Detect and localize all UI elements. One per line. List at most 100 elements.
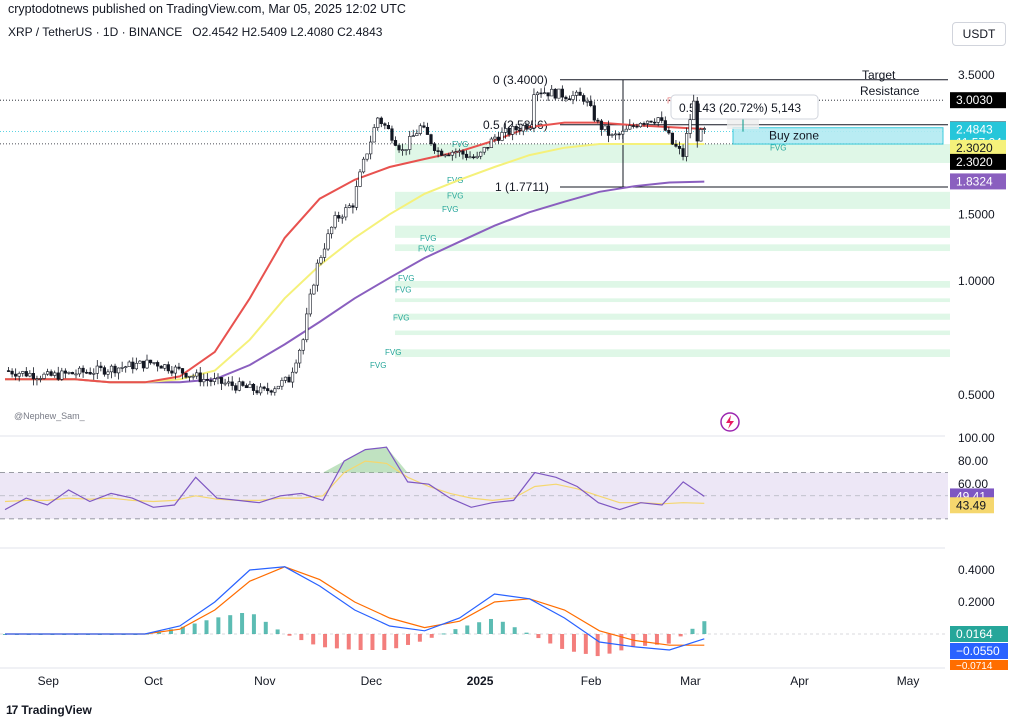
- candle: [31, 373, 35, 380]
- price-tag-label: 1.8324: [956, 174, 993, 188]
- candle: [514, 126, 518, 131]
- candle: [468, 156, 472, 159]
- candle: [425, 126, 430, 135]
- candle: [63, 370, 67, 374]
- macd-histogram-bar: [240, 613, 245, 634]
- footer-brand[interactable]: 17 TradingView: [6, 703, 92, 717]
- macd-histogram-bar: [619, 634, 624, 651]
- candle: [376, 117, 380, 128]
- candle: [120, 367, 124, 369]
- candle: [574, 91, 579, 96]
- candle: [656, 117, 660, 123]
- candle: [461, 150, 465, 155]
- candle: [241, 381, 245, 386]
- lightning-icon-bolt: [726, 415, 734, 429]
- macd-histogram-bar: [334, 634, 339, 649]
- price-tag-label: 2.4843: [956, 122, 993, 136]
- tradingview-logo-icon: 17: [6, 703, 18, 717]
- candle: [589, 100, 593, 106]
- rsi-signal-tag: [950, 497, 994, 514]
- macd-histogram-bar: [251, 614, 256, 634]
- fvg-label: FVG: [395, 285, 411, 294]
- rsi-y-tick-label: 60.00: [958, 477, 988, 491]
- candle: [287, 376, 291, 383]
- candle: [606, 125, 611, 136]
- candle: [202, 379, 206, 383]
- candle: [372, 127, 376, 143]
- measure-tooltip: [670, 94, 819, 120]
- candle: [184, 372, 188, 378]
- macd-hist-tag: [950, 626, 1008, 642]
- candle: [613, 133, 618, 136]
- candle: [511, 126, 515, 135]
- candle: [617, 133, 621, 136]
- candle: [134, 362, 138, 370]
- price-tag-label: 3.0030: [956, 93, 993, 107]
- candle: [457, 150, 462, 153]
- candle: [21, 371, 25, 374]
- y-tick-label: 1.5000: [958, 207, 995, 221]
- price-tag: [950, 153, 1006, 170]
- candle: [635, 125, 639, 128]
- macd-histogram-bar: [643, 634, 648, 646]
- macd-histogram-bar: [157, 631, 162, 634]
- macd-histogram-bar: [702, 621, 707, 634]
- symbol-info[interactable]: XRP / TetherUS · 1D · BINANCE O2.4542 H2…: [8, 25, 382, 39]
- macd-histogram-bar: [216, 617, 221, 634]
- candle: [411, 135, 415, 137]
- macd-histogram-bar: [263, 621, 268, 634]
- macd-histogram-bar: [666, 634, 671, 644]
- rsi-band: [0, 472, 948, 519]
- candle: [333, 215, 337, 228]
- candle: [6, 370, 11, 372]
- author-credit: @Nephew_Sam_: [14, 411, 85, 421]
- macd-histogram-bar: [394, 634, 399, 649]
- macd-histogram-bar: [346, 634, 351, 650]
- fvg-zone: [395, 281, 950, 288]
- macd-histogram-bar: [512, 627, 517, 634]
- candle: [681, 148, 685, 157]
- candle: [418, 125, 422, 134]
- macd-histogram-bar: [287, 634, 292, 636]
- candle: [258, 386, 263, 394]
- candle: [415, 133, 419, 136]
- candle: [408, 136, 412, 150]
- candle: [592, 105, 596, 121]
- macd-signal-tag: [950, 660, 1008, 670]
- candle: [532, 94, 536, 129]
- macd-histogram-bar: [275, 629, 280, 634]
- x-tick-label: 2025: [467, 674, 494, 688]
- fvg-zone: [395, 330, 950, 336]
- candle: [379, 117, 383, 124]
- candle: [170, 370, 174, 374]
- macd-histogram-bar: [560, 634, 565, 649]
- macd-histogram-bar: [417, 634, 422, 642]
- candle: [493, 136, 497, 140]
- symbol-name[interactable]: XRP / TetherUS · 1D · BINANCE: [8, 25, 183, 39]
- candle: [251, 383, 256, 391]
- candle: [393, 140, 398, 146]
- candle: [180, 368, 185, 374]
- candle: [436, 150, 440, 152]
- candle: [621, 130, 625, 135]
- macd-histogram-bar: [583, 634, 588, 654]
- candle: [56, 372, 60, 380]
- fvg-label: FVG: [442, 205, 458, 214]
- y-tick-label: 3.5000: [958, 68, 995, 82]
- candle: [670, 132, 674, 145]
- candle: [599, 120, 603, 130]
- candle: [358, 171, 362, 187]
- currency-button[interactable]: USDT: [952, 22, 1006, 46]
- macd-histogram-bar: [690, 628, 695, 634]
- candle: [454, 151, 458, 154]
- candle: [227, 381, 231, 384]
- candle: [237, 381, 241, 391]
- candle: [482, 147, 486, 153]
- candle: [49, 371, 53, 376]
- candle: [553, 88, 557, 99]
- x-tick-label: Mar: [680, 674, 701, 688]
- candle: [319, 257, 323, 264]
- rsi-signal-line: [4, 460, 705, 505]
- candle: [67, 372, 71, 374]
